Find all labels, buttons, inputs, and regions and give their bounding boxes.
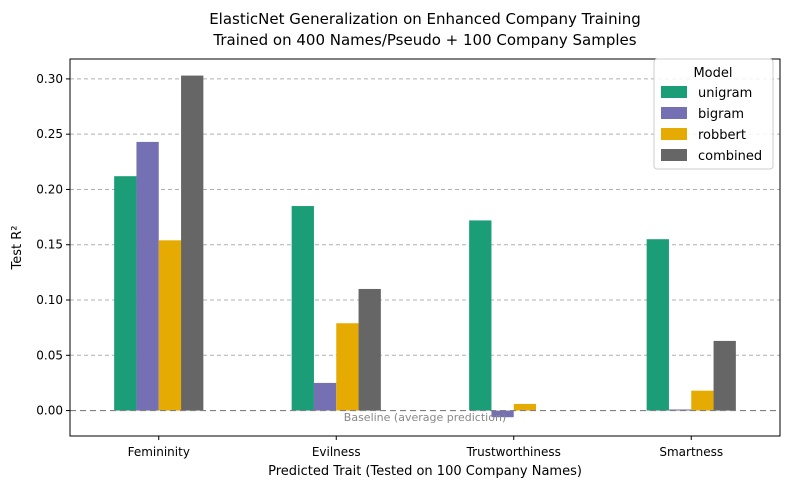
x-axis-ticks: Femininity Evilness Trustworthiness Smartne… (128, 436, 723, 459)
y-tick-label: 0.00 (36, 404, 63, 418)
legend-title: Model (693, 66, 732, 81)
baseline: Baseline (average prediction) (70, 409, 780, 424)
plot-frame (69, 58, 781, 437)
legend-label-combined: combined (698, 149, 762, 164)
bar-unigram-smartness (646, 239, 669, 411)
legend-swatch-combined (661, 149, 687, 161)
legend-label-robbert: robbert (698, 128, 746, 143)
bar-unigram-trustworthiness (469, 220, 492, 411)
y-tick-label: 0.10 (36, 293, 63, 307)
y-axis-ticks: 0.00 0.05 0.10 0.15 0.20 0.25 0.30 (36, 72, 70, 418)
x-tick-label: Trustworthiness (466, 445, 561, 459)
y-tick-label: 0.20 (36, 182, 63, 196)
bar-combined-smartness (713, 340, 736, 411)
bar-unigram-femininity (114, 176, 137, 411)
chart-title-line-2: Trained on 400 Names/Pseudo + 100 Compan… (212, 31, 636, 49)
chart-title-line-1: ElasticNet Generalization on Enhanced Co… (209, 10, 641, 28)
bar-bigram-evilness (313, 382, 337, 411)
y-tick-label: 0.25 (36, 127, 63, 141)
y-axis-label: Test R² (10, 226, 25, 271)
bars (114, 75, 736, 418)
bar-robbert-smartness (691, 390, 714, 411)
legend-label-bigram: bigram (698, 107, 744, 122)
bar-unigram-evilness (291, 206, 314, 411)
bar-combined-evilness (358, 288, 381, 411)
baseline-label: Baseline (average prediction) (344, 411, 506, 424)
bar-robbert-trustworthiness (513, 403, 537, 411)
legend-label-unigram: unigram (698, 86, 752, 101)
legend: Model unigram bigram robbert combined (653, 58, 774, 170)
bar-robbert-evilness (336, 323, 359, 411)
bar-bigram-trustworthiness (491, 410, 514, 418)
y-tick-label: 0.30 (36, 72, 63, 86)
bar-bigram-femininity (136, 141, 159, 411)
y-tick-label: 0.05 (36, 348, 63, 362)
y-tick-label: 0.15 (36, 238, 63, 252)
x-tick-label: Smartness (659, 445, 723, 459)
bar-combined-femininity (181, 75, 204, 411)
legend-swatch-robbert (661, 128, 687, 140)
x-tick-label: Evilness (312, 445, 361, 459)
legend-swatch-bigram (661, 107, 687, 119)
bar-robbert-femininity (158, 240, 182, 411)
x-tick-label: Femininity (128, 445, 190, 459)
x-axis-label: Predicted Trait (Tested on 100 Company N… (268, 464, 582, 479)
legend-swatch-unigram (661, 86, 687, 98)
